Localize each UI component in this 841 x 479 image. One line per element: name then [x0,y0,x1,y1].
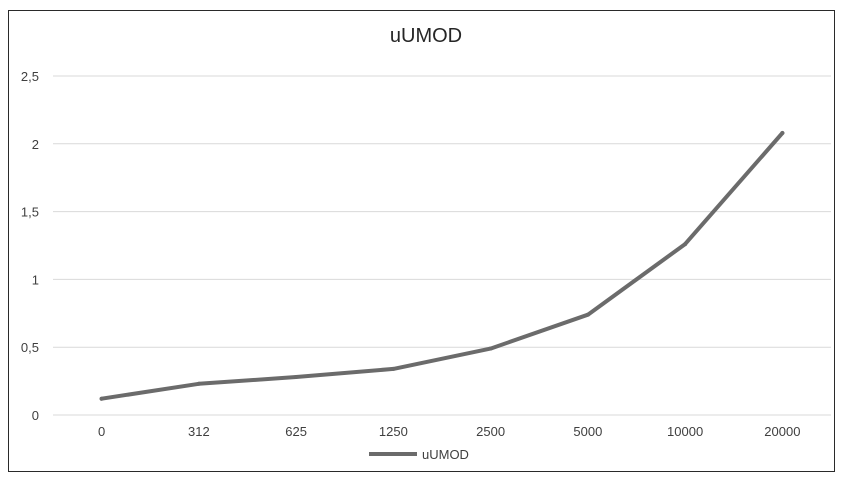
y-tick-label: 0,5 [21,340,39,355]
x-tick-label: 5000 [573,424,602,439]
y-axis-tick-labels: 0 0,5 1 1,5 2 2,5 [21,69,39,423]
legend-label: uUMOD [422,447,469,462]
x-tick-label: 1250 [379,424,408,439]
line-chart: uUMOD 0 0,5 1 1,5 2 2,5 0 312 625 1250 2500 5000 10… [21,25,831,462]
data-point [488,346,493,351]
data-point [585,312,590,317]
data-point [391,366,396,371]
x-axis-tick-labels: 0 312 625 1250 2500 5000 10000 20000 [98,424,800,439]
x-tick-label: 20000 [764,424,800,439]
series-layer [99,130,785,401]
series-line [99,131,785,401]
gridlines [53,75,831,416]
x-tick-label: 2500 [476,424,505,439]
y-tick-label: 2,5 [21,69,39,84]
y-tick-label: 0 [32,408,39,423]
chart-title: uUMOD [390,25,462,47]
data-point [99,396,104,401]
data-point [683,242,688,247]
y-tick-label: 2 [32,137,39,152]
x-tick-label: 312 [188,424,210,439]
chart-frame: uUMOD 0 0,5 1 1,5 2 2,5 0 312 625 1250 2500 5000 10… [8,10,835,472]
data-point [196,381,201,386]
data-point [780,130,785,135]
x-tick-label: 0 [98,424,105,439]
y-tick-label: 1,5 [21,205,39,220]
data-point [294,375,299,380]
x-tick-label: 625 [285,424,307,439]
x-tick-label: 10000 [667,424,703,439]
legend: uUMOD [369,447,469,462]
y-tick-label: 1 [32,272,39,287]
